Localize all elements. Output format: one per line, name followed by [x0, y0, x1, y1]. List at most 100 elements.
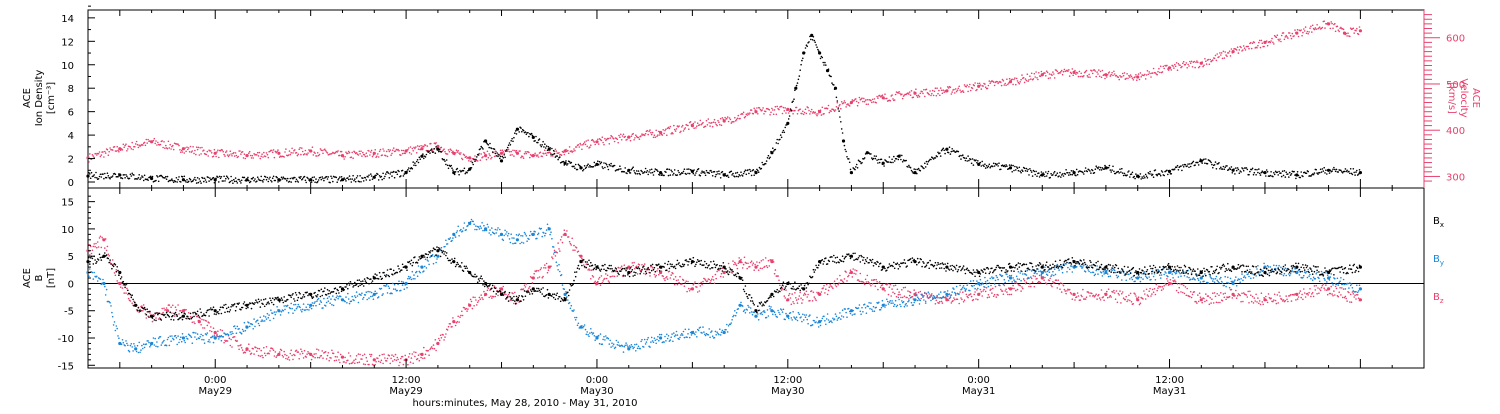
- by-sample: [160, 336, 162, 338]
- bz-point: [691, 287, 694, 290]
- velocity-sample: [665, 128, 667, 130]
- density-sample: [512, 141, 514, 143]
- bz-sample: [1019, 285, 1021, 287]
- bz-sample: [536, 270, 538, 272]
- velocity-sample: [1124, 72, 1126, 74]
- density-sample: [299, 177, 301, 179]
- velocity-sample: [1004, 84, 1006, 86]
- density-sample: [441, 151, 443, 153]
- density-sample: [349, 175, 351, 177]
- density-sample: [234, 181, 236, 183]
- velocity-sample: [1049, 73, 1051, 75]
- bz-sample: [1098, 294, 1100, 296]
- by-sample: [470, 221, 472, 223]
- by-sample: [452, 237, 454, 239]
- velocity-sample: [307, 152, 309, 154]
- bz-sample: [257, 348, 259, 350]
- by-sample: [428, 264, 430, 266]
- velocity-sample: [312, 146, 314, 148]
- velocity-sample: [1028, 79, 1030, 81]
- density-sample: [418, 162, 420, 164]
- bz-sample: [559, 250, 561, 252]
- by-sample: [549, 234, 551, 236]
- bz-sample: [194, 323, 196, 325]
- velocity-sample: [131, 148, 133, 150]
- velocity-sample: [609, 137, 611, 139]
- bz-sample: [470, 299, 472, 301]
- velocity-sample: [419, 146, 421, 148]
- bz-sample: [866, 281, 868, 283]
- density-sample: [959, 155, 961, 157]
- velocity-sample: [1166, 65, 1168, 67]
- density-sample: [285, 178, 287, 180]
- bz-sample: [200, 324, 202, 326]
- bz-sample: [1321, 287, 1323, 289]
- by-sample: [449, 238, 451, 240]
- by-sample: [206, 334, 208, 336]
- velocity-sample: [1223, 51, 1225, 53]
- velocity-sample: [1091, 70, 1093, 72]
- density-sample: [717, 173, 719, 175]
- by-sample: [636, 344, 638, 346]
- bz-sample: [781, 289, 783, 291]
- density-sample: [267, 177, 269, 179]
- density-point: [420, 155, 423, 158]
- bz-sample: [1246, 294, 1248, 296]
- velocity-sample: [179, 149, 181, 151]
- velocity-sample: [1238, 52, 1240, 54]
- density-sample: [753, 169, 755, 171]
- bz-sample: [402, 356, 404, 358]
- by-sample: [316, 300, 318, 302]
- bz-sample: [430, 347, 432, 349]
- bz-sample: [971, 296, 973, 298]
- density-sample: [220, 178, 222, 180]
- bz-sample: [104, 247, 106, 249]
- by-sample: [137, 345, 139, 347]
- velocity-sample: [1079, 71, 1081, 73]
- density-sample: [261, 180, 263, 182]
- velocity-sample: [1130, 74, 1132, 76]
- bz-sample: [751, 260, 753, 262]
- density-sample: [287, 178, 289, 180]
- velocity-sample: [1237, 46, 1239, 48]
- velocity-sample: [457, 151, 459, 153]
- density-sample: [320, 177, 322, 179]
- velocity-sample: [1057, 71, 1059, 73]
- by-point: [134, 347, 137, 350]
- density-sample: [474, 161, 476, 163]
- velocity-sample: [410, 146, 412, 148]
- density-sample: [782, 132, 784, 134]
- bz-sample: [252, 348, 254, 350]
- velocity-sample: [702, 122, 704, 124]
- density-sample: [759, 167, 761, 169]
- by-sample: [609, 343, 611, 345]
- velocity-sample: [901, 93, 903, 95]
- density-sample: [412, 168, 414, 170]
- density-sample: [1220, 167, 1222, 169]
- by-sample: [106, 289, 108, 291]
- density-sample: [1289, 172, 1291, 174]
- velocity-sample: [1149, 73, 1151, 75]
- density-sample: [369, 179, 371, 181]
- bz-sample: [1341, 287, 1343, 289]
- velocity-sample: [1244, 47, 1246, 49]
- velocity-sample: [993, 81, 995, 83]
- by-sample: [397, 284, 399, 286]
- density-sample: [888, 161, 890, 163]
- density-sample: [1094, 172, 1096, 174]
- bz-sample: [1301, 294, 1303, 296]
- bz-sample: [1212, 292, 1214, 294]
- bz-sample: [750, 262, 752, 264]
- density-sample: [553, 150, 555, 152]
- by-sample: [146, 343, 148, 345]
- velocity-sample: [1095, 76, 1097, 78]
- density-sample: [953, 150, 955, 152]
- velocity-sample: [187, 149, 189, 151]
- bz-sample: [1190, 291, 1192, 293]
- density-sample: [1300, 171, 1302, 173]
- by-sample: [259, 325, 261, 327]
- density-sample: [447, 165, 449, 167]
- bz-sample: [865, 279, 867, 281]
- by-sample: [220, 336, 222, 338]
- bz-sample: [624, 264, 626, 266]
